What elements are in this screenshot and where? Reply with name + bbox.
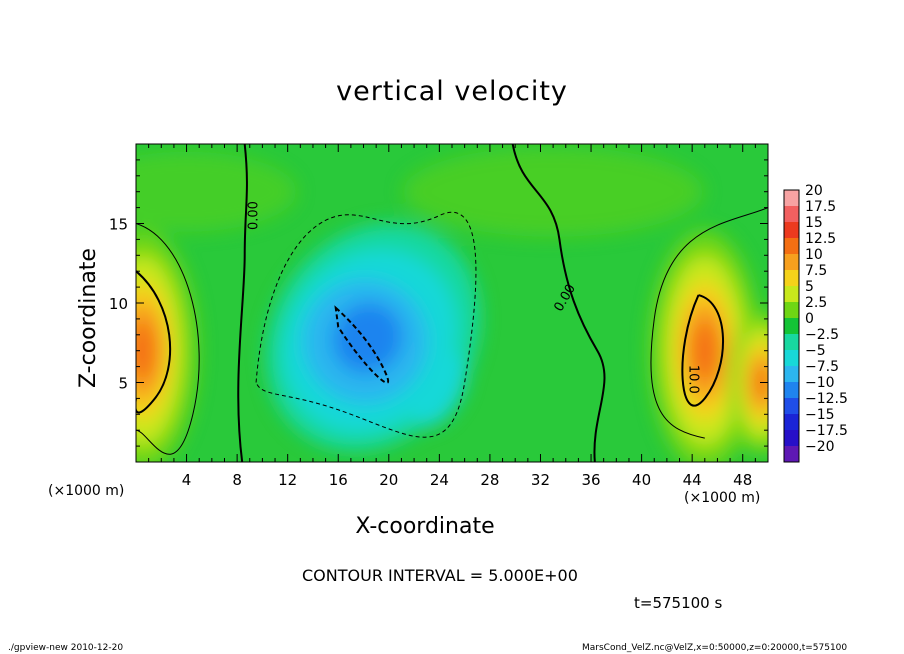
colorbar-swatch	[784, 446, 799, 462]
colorbar-swatch	[784, 414, 799, 430]
field-weak-positive	[403, 146, 704, 237]
contour-line	[650, 207, 768, 439]
chart-title: vertical velocity	[336, 76, 568, 107]
colorbar-swatch	[784, 254, 799, 270]
colorbar-swatch	[784, 334, 799, 350]
colorbar-swatch	[784, 190, 799, 206]
colorbar-swatch	[784, 382, 799, 398]
y-tick-label: 10	[109, 295, 128, 313]
colorbar-label: 7.5	[805, 263, 827, 279]
x-unit-label: (×1000 m)	[48, 483, 125, 499]
x-axis-label: X-coordinate	[355, 514, 495, 539]
contour-label: 0.00	[246, 201, 261, 230]
colorbar-swatch	[784, 398, 799, 414]
x-tick-label: 16	[329, 471, 348, 489]
colorbar-label: 20	[805, 183, 823, 199]
colorbar-swatch	[784, 302, 799, 318]
colorbar-label: 12.5	[805, 231, 836, 247]
colorbar-frame	[783, 189, 800, 463]
colorbar-swatch	[784, 270, 799, 286]
colorbar-label: 17.5	[805, 199, 836, 215]
contour-line	[136, 270, 172, 414]
x-tick-label: 32	[531, 471, 550, 489]
contour-line	[136, 223, 200, 455]
colorbar-label: −17.5	[805, 423, 848, 439]
colorbar-label: −15	[805, 407, 835, 423]
contour-line	[511, 144, 606, 462]
x-tick-label: 36	[581, 471, 600, 489]
colorbar-swatch	[784, 222, 799, 238]
colorbar-label: 2.5	[805, 295, 827, 311]
colorbar-label: −5	[805, 343, 826, 359]
contour-line	[681, 294, 724, 407]
y-unit-label: (×1000 m)	[684, 490, 761, 506]
x-tick-label: 48	[733, 471, 752, 489]
colorbar-label: 10	[805, 247, 823, 263]
contour-label: 10.0	[686, 365, 701, 394]
footer-program-info: ./gpview-new 2010-12-20	[8, 643, 124, 653]
x-tick-label: 8	[232, 471, 242, 489]
colorbar-swatch	[784, 366, 799, 382]
colorbar-swatch	[784, 318, 799, 334]
colorbar-swatch	[784, 206, 799, 222]
x-tick-label: 44	[683, 471, 702, 489]
colorbar-label: −20	[805, 439, 835, 455]
x-tick-label: 40	[632, 471, 651, 489]
contour-line	[237, 144, 248, 462]
contour-interval-note: CONTOUR INTERVAL = 5.000E+00	[302, 566, 578, 585]
y-tick-label: 15	[109, 216, 128, 234]
colorbar-label: −7.5	[805, 359, 839, 375]
x-tick-label: 24	[430, 471, 449, 489]
contour-line	[255, 212, 477, 438]
colorbar-label: 0	[805, 311, 814, 327]
colorbar-swatch	[784, 286, 799, 302]
updraft-region	[691, 320, 718, 381]
x-tick-label: 4	[182, 471, 192, 489]
contour-line	[334, 305, 390, 384]
colorbar-label: −10	[805, 375, 835, 391]
y-tick-label: 5	[118, 375, 128, 393]
field-weak-positive	[136, 151, 297, 232]
x-tick-label: 20	[379, 471, 398, 489]
colorbar-label: 15	[805, 215, 823, 231]
colorbar-label: −2.5	[805, 327, 839, 343]
footer-data-source: MarsCond_VelZ.nc@VelZ,x=0:50000,z=0:2000…	[582, 643, 848, 653]
downdraft-region	[411, 354, 467, 427]
y-axis-label: Z-coordinate	[76, 248, 101, 388]
colorbar-swatch	[784, 430, 799, 446]
field-smooth-layer	[136, 146, 768, 462]
updraft-region	[136, 320, 156, 381]
colorbar-swatch	[784, 238, 799, 254]
colorbar-label: −12.5	[805, 391, 848, 407]
x-tick-label: 28	[480, 471, 499, 489]
colorbar-label: 5	[805, 279, 814, 295]
x-tick-label: 12	[278, 471, 297, 489]
colorbar-swatch	[784, 350, 799, 366]
time-stamp: t=575100 s	[634, 594, 723, 612]
